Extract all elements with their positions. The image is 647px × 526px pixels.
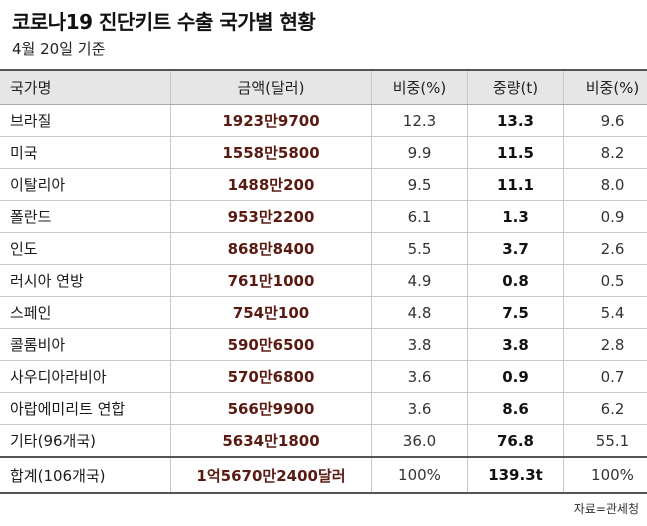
cell-country: 브라질 <box>0 104 171 137</box>
cell-weight: 7.5 <box>467 296 564 329</box>
cell-ratio-amount: 9.5 <box>371 168 468 201</box>
cell-ratio-amount: 3.6 <box>371 392 468 425</box>
cell-country: 콜롬비아 <box>0 328 171 361</box>
cell-weight: 0.8 <box>467 264 564 297</box>
cell-ratio-amount: 5.5 <box>371 232 468 265</box>
header-country: 국가명 <box>0 69 171 105</box>
cell-country: 기타(96개국) <box>0 424 171 458</box>
cell-country: 미국 <box>0 136 171 169</box>
cell-amount: 570만6800 <box>170 360 372 393</box>
cell-weight: 3.8 <box>467 328 564 361</box>
cell-amount: 590만6500 <box>170 328 372 361</box>
table-row: 기타(96개국) 5634만1800 36.0 76.8 55.1 <box>0 424 647 458</box>
cell-ratio-weight: 9.6 <box>563 104 647 137</box>
cell-ratio-amount: 4.9 <box>371 264 468 297</box>
page-title: 코로나19 진단키트 수출 국가별 현황 <box>12 10 316 34</box>
cell-weight: 11.1 <box>467 168 564 201</box>
cell-ratio-weight: 2.8 <box>563 328 647 361</box>
cell-weight: 76.8 <box>467 424 564 458</box>
total-weight: 139.3t <box>467 456 564 494</box>
cell-ratio-weight: 0.7 <box>563 360 647 393</box>
cell-amount: 1488만200 <box>170 168 372 201</box>
cell-ratio-amount: 3.8 <box>371 328 468 361</box>
cell-amount: 953만2200 <box>170 200 372 233</box>
header-amount: 금액(달러) <box>170 69 372 105</box>
cell-ratio-weight: 6.2 <box>563 392 647 425</box>
table-row: 이탈리아 1488만200 9.5 11.1 8.0 <box>0 168 647 201</box>
table-row: 아랍에미리트 연합 566만9900 3.6 8.6 6.2 <box>0 392 647 425</box>
table-header-row: 국가명 금액(달러) 비중(%) 중량(t) 비중(%) <box>0 69 647 105</box>
cell-amount: 5634만1800 <box>170 424 372 458</box>
cell-ratio-weight: 8.2 <box>563 136 647 169</box>
cell-weight: 0.9 <box>467 360 564 393</box>
table-row: 러시아 연방 761만1000 4.9 0.8 0.5 <box>0 264 647 297</box>
cell-weight: 1.3 <box>467 200 564 233</box>
table-row: 콜롬비아 590만6500 3.8 3.8 2.8 <box>0 328 647 361</box>
source-note: 자료=관세청 <box>573 502 639 516</box>
cell-weight: 8.6 <box>467 392 564 425</box>
cell-country: 이탈리아 <box>0 168 171 201</box>
cell-ratio-weight: 55.1 <box>563 424 647 458</box>
cell-amount: 761만1000 <box>170 264 372 297</box>
table-row: 인도 868만8400 5.5 3.7 2.6 <box>0 232 647 265</box>
cell-ratio-amount: 9.9 <box>371 136 468 169</box>
table-row: 폴란드 953만2200 6.1 1.3 0.9 <box>0 200 647 233</box>
table-row: 스페인 754만100 4.8 7.5 5.4 <box>0 296 647 329</box>
cell-amount: 1923만9700 <box>170 104 372 137</box>
header-weight: 중량(t) <box>467 69 564 105</box>
cell-country: 인도 <box>0 232 171 265</box>
cell-amount: 754만100 <box>170 296 372 329</box>
total-ratio-amount: 100% <box>371 456 468 494</box>
cell-weight: 11.5 <box>467 136 564 169</box>
table-total-row: 합계(106개국) 1억5670만2400달러 100% 139.3t 100% <box>0 456 647 494</box>
table-row: 브라질 1923만9700 12.3 13.3 9.6 <box>0 104 647 137</box>
cell-amount: 868만8400 <box>170 232 372 265</box>
cell-amount: 1558만5800 <box>170 136 372 169</box>
header-ratio-weight: 비중(%) <box>563 69 647 105</box>
cell-ratio-amount: 36.0 <box>371 424 468 458</box>
cell-weight: 13.3 <box>467 104 564 137</box>
header-ratio-amount: 비중(%) <box>371 69 468 105</box>
cell-ratio-amount: 12.3 <box>371 104 468 137</box>
cell-weight: 3.7 <box>467 232 564 265</box>
cell-country: 아랍에미리트 연합 <box>0 392 171 425</box>
total-amount: 1억5670만2400달러 <box>170 456 372 494</box>
export-table: 국가명 금액(달러) 비중(%) 중량(t) 비중(%) 브라질 1923만970… <box>0 69 647 494</box>
cell-amount: 566만9900 <box>170 392 372 425</box>
total-country: 합계(106개국) <box>0 456 171 494</box>
cell-ratio-amount: 3.6 <box>371 360 468 393</box>
cell-ratio-weight: 5.4 <box>563 296 647 329</box>
cell-ratio-weight: 2.6 <box>563 232 647 265</box>
cell-country: 폴란드 <box>0 200 171 233</box>
cell-ratio-amount: 4.8 <box>371 296 468 329</box>
cell-country: 러시아 연방 <box>0 264 171 297</box>
table-row: 사우디아라비아 570만6800 3.6 0.9 0.7 <box>0 360 647 393</box>
cell-ratio-amount: 6.1 <box>371 200 468 233</box>
table-row: 미국 1558만5800 9.9 11.5 8.2 <box>0 136 647 169</box>
page-subtitle: 4월 20일 기준 <box>12 40 106 58</box>
cell-ratio-weight: 0.5 <box>563 264 647 297</box>
total-ratio-weight: 100% <box>563 456 647 494</box>
cell-ratio-weight: 0.9 <box>563 200 647 233</box>
cell-country: 스페인 <box>0 296 171 329</box>
cell-country: 사우디아라비아 <box>0 360 171 393</box>
cell-ratio-weight: 8.0 <box>563 168 647 201</box>
